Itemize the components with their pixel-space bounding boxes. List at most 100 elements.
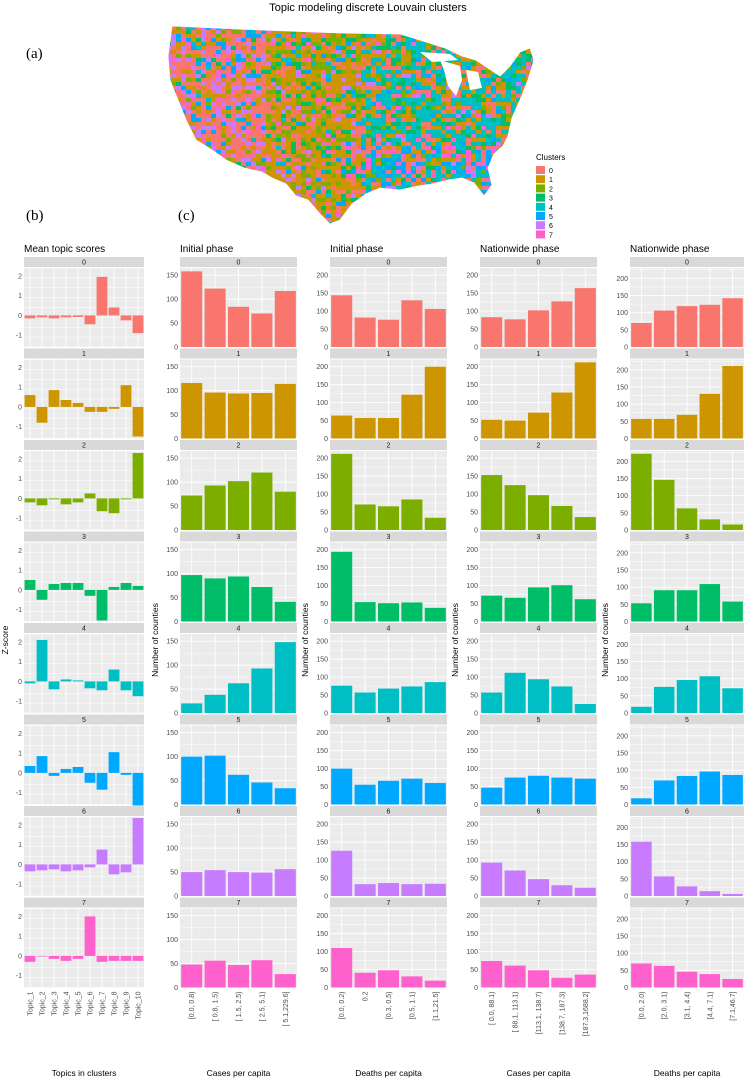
y-tick-label: 200: [466, 639, 478, 646]
y-tick-label: 100: [316, 949, 328, 956]
y-tick-label: 200: [616, 825, 628, 832]
bar--138-7-187-3--cluster-0: [551, 301, 573, 347]
bar-Topic-2-cluster-3: [36, 589, 48, 600]
x-tick-label: 0.2: [363, 991, 370, 1001]
facet-strip: [180, 348, 297, 359]
mean-topic-scores-facet-1: 1 -1 0 1 2: [16, 348, 144, 439]
facet-strip-label: 3: [387, 534, 391, 541]
bar-Topic-10-cluster-0: [132, 315, 144, 334]
y-tick-label: 0: [174, 619, 178, 626]
facet-strip-label: 2: [685, 443, 689, 450]
y-tick-label: 50: [170, 412, 178, 419]
bar--0-0-0-8--cluster-1: [181, 382, 203, 439]
y-tick-label: -1: [16, 973, 22, 980]
bar--5-1-229-6--cluster-0: [274, 290, 296, 347]
bar--4-4-7-1--cluster-7: [699, 974, 721, 988]
facet-strip: [630, 714, 744, 725]
x-tick-label: [ 2.5, 5.1): [259, 992, 266, 1022]
bar--88-1-113-1--cluster-0: [504, 319, 526, 347]
y-tick-label: 200: [616, 276, 628, 283]
bar-Topic-6-cluster-1: [84, 406, 96, 412]
initial-deaths-facet-6: 6 0 50 100 150 200: [316, 806, 447, 901]
y-tick-label: 50: [320, 784, 328, 791]
bar--187-3-1688-2--cluster-3: [574, 599, 596, 622]
bar--187-3-1688-2--cluster-7: [574, 974, 596, 988]
initial-cases-title: Initial phase: [180, 244, 234, 255]
y-tick-label: 100: [166, 937, 178, 944]
bar--7-1-46-7--cluster-6: [722, 893, 743, 896]
bar--0-3-0-5--cluster-5: [377, 780, 400, 805]
facet-strip: [24, 257, 144, 267]
y-tick-label: 150: [166, 547, 178, 554]
facet-strip-label: 0: [537, 260, 541, 267]
facet-strip: [330, 257, 447, 267]
facet-charts: Mean topic scores0-10121-10122-10123-101…: [0, 244, 744, 1078]
bar-Topic-7-cluster-2: [96, 498, 108, 512]
bar--0-8-1-5--cluster-7: [204, 960, 226, 988]
facet-strip-label: 7: [237, 900, 241, 907]
y-tick-label: 0: [324, 345, 328, 352]
nationwide-deaths-facet-4: 4 0 50 100 150 200: [616, 623, 744, 718]
bar--138-7-187-3--cluster-5: [551, 777, 573, 805]
y-tick-label: 200: [466, 547, 478, 554]
y-tick-label: 150: [316, 657, 328, 664]
bar-Topic-5-cluster-4: [72, 680, 84, 682]
bar-Topic-1-cluster-1: [24, 395, 36, 407]
bar--4-4-7-1--cluster-3: [699, 584, 721, 622]
initial-cases-facet-6: 6 0 50 100 150: [166, 806, 297, 901]
nationwide-cases-facet-3: 3 0 50 100 150 200: [466, 531, 597, 626]
y-tick-label: 200: [466, 273, 478, 280]
y-tick-label: 0: [624, 619, 628, 626]
x-tick-label: Topic_2: [40, 991, 47, 1015]
y-tick-label: 50: [170, 687, 178, 694]
nationwide-cases-facet-1: 1 0 50 100 150 200: [466, 348, 597, 443]
nationwide-cases-title: Nationwide phase: [480, 244, 560, 255]
x-tick-label: [ 0.8, 1.5): [213, 992, 220, 1022]
bar--7-1-46-7--cluster-3: [722, 601, 743, 622]
y-tick-label: 100: [616, 676, 628, 683]
bar--2-5-5-1--cluster-7: [251, 960, 273, 988]
bar-Topic-4-cluster-3: [60, 582, 72, 590]
bar--187-3-1688-2--cluster-0: [574, 288, 596, 347]
bar-Topic-3-cluster-7: [48, 955, 60, 959]
y-tick-label: 100: [616, 493, 628, 500]
legend-swatch-7: [536, 230, 545, 239]
legend-swatch-0: [536, 166, 545, 174]
y-tick-label: 100: [316, 583, 328, 590]
bar-Topic-5-cluster-3: [72, 582, 84, 590]
facet-strip: [330, 348, 447, 359]
facet-strip: [630, 348, 744, 359]
bar--1-5-2-5--cluster-5: [227, 774, 250, 805]
y-tick-label: 0: [324, 894, 328, 901]
facet-strip-label: 5: [387, 717, 391, 724]
bar--2-5-5-1--cluster-3: [251, 587, 273, 622]
bar--0-0-88-1--cluster-4: [481, 692, 503, 713]
bar--138-7-187-3--cluster-3: [551, 585, 573, 622]
mean-topic-scores-facet-0: 0 -1 0 1 2: [16, 257, 144, 348]
y-tick-label: 100: [316, 675, 328, 682]
y-tick-label: 100: [316, 766, 328, 773]
facet-strip-label: 0: [685, 260, 689, 267]
facet-strip-label: 0: [387, 260, 391, 267]
bar--7-1-46-7--cluster-0: [722, 298, 743, 347]
bar--5-1-229-6--cluster-2: [274, 491, 296, 530]
y-tick-label: 0: [624, 894, 628, 901]
y-tick-label: 150: [316, 931, 328, 938]
facet-strip-label: 3: [237, 534, 241, 541]
y-tick-label: 50: [620, 968, 628, 975]
y-tick-label: 0: [324, 436, 328, 443]
bar-Topic-7-cluster-3: [96, 589, 108, 621]
x-tick-label: [0.0, 2.0): [639, 992, 646, 1020]
bar--0-0-88-1--cluster-0: [481, 317, 503, 347]
bar--2-5-5-1--cluster-4: [251, 668, 273, 713]
bar--7-1-46-7--cluster-4: [722, 688, 743, 713]
facet-strip: [630, 623, 744, 633]
bar--2-0-3-1--cluster-0: [653, 310, 675, 347]
bar-Topic-10-cluster-1: [132, 406, 144, 437]
y-tick-label: 0: [18, 953, 22, 960]
y-tick-label: 100: [616, 951, 628, 958]
x-tick-label: [ 88.1, 113.1): [513, 992, 520, 1033]
us-outline: [167, 25, 535, 225]
bar--0-3-0-5--cluster-2: [377, 506, 400, 530]
